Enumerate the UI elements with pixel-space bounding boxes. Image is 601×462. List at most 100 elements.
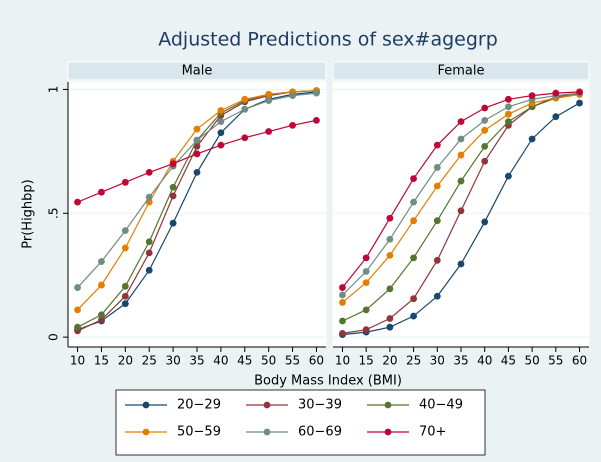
x-tick-label: 30 — [165, 354, 180, 368]
point — [169, 219, 177, 227]
point — [145, 266, 153, 274]
chart-title: Adjusted Predictions of sex#agegrp — [158, 29, 498, 51]
point — [265, 128, 273, 135]
legend-marker — [263, 428, 271, 436]
point — [505, 172, 512, 180]
point — [313, 89, 320, 97]
point — [121, 227, 129, 234]
point — [265, 97, 273, 104]
legend-marker — [263, 401, 271, 409]
x-tick-label: 40 — [213, 354, 228, 368]
point — [339, 299, 346, 306]
plot-area — [67, 81, 327, 348]
legend-label: 40−49 — [419, 398, 463, 413]
legend-label: 50−59 — [177, 425, 221, 440]
legend-marker — [142, 401, 150, 409]
point — [121, 178, 129, 186]
point — [193, 168, 201, 176]
point — [313, 116, 320, 124]
point — [410, 254, 417, 262]
point — [145, 168, 153, 176]
point — [481, 157, 489, 165]
x-tick-label: 25 — [406, 354, 421, 368]
point — [433, 292, 441, 300]
point — [410, 217, 417, 225]
point — [193, 150, 201, 158]
x-tick-label: 15 — [359, 354, 374, 368]
panel-title: Female — [437, 64, 484, 79]
point — [98, 281, 105, 289]
x-tick-label: 55 — [548, 354, 563, 368]
point — [481, 104, 489, 112]
point — [121, 244, 129, 252]
point — [241, 95, 249, 103]
point — [386, 315, 394, 322]
point — [169, 192, 177, 200]
x-tick-label: 40 — [477, 354, 492, 368]
y-tick-label: 1 — [47, 86, 61, 94]
point — [339, 284, 346, 291]
point — [410, 175, 417, 182]
point — [193, 136, 201, 144]
y-axis-label: Pr(Highbp) — [21, 179, 36, 248]
point — [362, 326, 370, 334]
x-tick-label: 60 — [309, 354, 324, 368]
point — [74, 198, 81, 206]
point — [217, 141, 225, 149]
point — [217, 118, 225, 126]
point — [528, 135, 536, 143]
legend-box — [115, 389, 486, 456]
x-tick-label: 25 — [142, 354, 157, 368]
point — [362, 306, 370, 314]
point — [339, 291, 346, 299]
point — [74, 284, 81, 291]
legend-label: 30−39 — [298, 398, 342, 413]
point — [505, 118, 512, 126]
point — [145, 193, 153, 201]
point — [386, 285, 394, 293]
x-tick-label: 50 — [524, 354, 539, 368]
point — [339, 317, 346, 325]
legend-label: 70+ — [419, 425, 446, 440]
point — [74, 323, 81, 331]
point — [576, 99, 583, 107]
point — [576, 88, 583, 96]
point — [289, 92, 296, 100]
point — [339, 329, 346, 337]
point — [433, 141, 441, 149]
x-tick-label: 55 — [285, 354, 300, 368]
point — [145, 249, 153, 257]
x-tick-label: 50 — [261, 354, 276, 368]
point — [98, 188, 105, 196]
point — [410, 198, 417, 206]
point — [217, 129, 225, 137]
x-tick-label: 35 — [189, 354, 204, 368]
point — [410, 312, 417, 320]
point — [433, 256, 441, 264]
point — [217, 107, 225, 114]
point — [481, 116, 489, 124]
point — [265, 90, 273, 98]
point — [433, 164, 441, 171]
legend-marker — [142, 428, 150, 436]
x-axis-label: Body Mass Index (BMI) — [254, 374, 402, 389]
point — [457, 151, 465, 159]
panel-header — [332, 61, 590, 81]
point — [98, 311, 105, 319]
point — [457, 135, 465, 143]
point — [481, 218, 489, 226]
point — [362, 268, 370, 275]
legend-marker — [384, 428, 392, 436]
x-tick-label: 20 — [382, 354, 397, 368]
panel-title: Male — [182, 64, 213, 79]
point — [457, 118, 465, 126]
x-tick-label: 35 — [453, 354, 468, 368]
legend-label: 60−69 — [298, 425, 342, 440]
x-tick-label: 45 — [237, 354, 252, 368]
point — [528, 92, 536, 100]
point — [193, 125, 201, 133]
point — [457, 260, 465, 268]
x-tick-label: 30 — [430, 354, 445, 368]
point — [433, 217, 441, 225]
